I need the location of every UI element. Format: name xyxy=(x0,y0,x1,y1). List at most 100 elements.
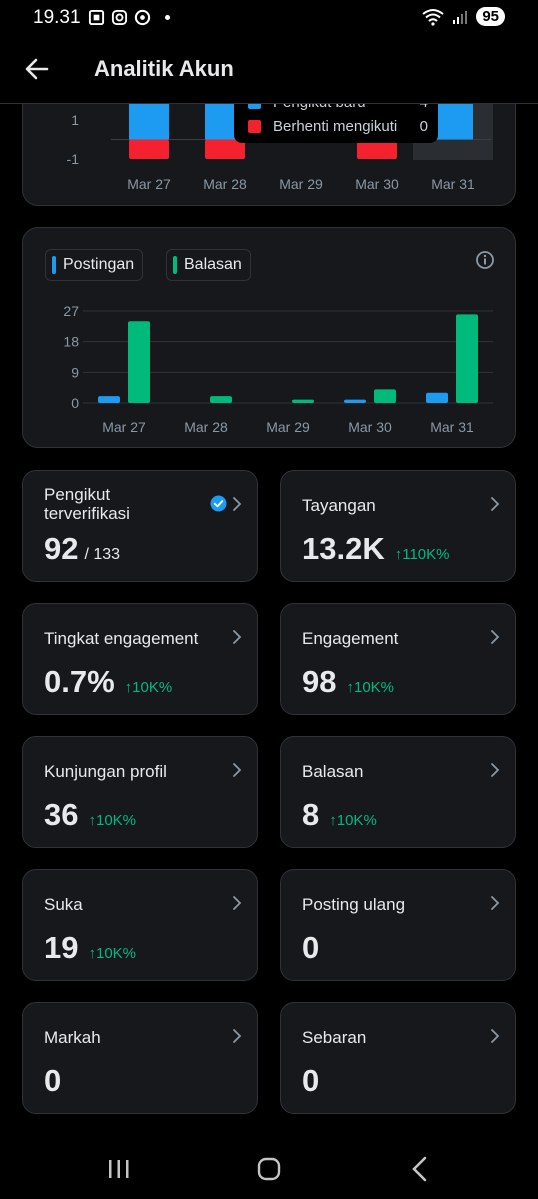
more-notifications-dot xyxy=(165,15,170,20)
tile-value: 13.2K xyxy=(302,531,385,566)
x-tick-label: Mar 29 xyxy=(279,176,323,192)
chevron-right-icon xyxy=(233,630,242,644)
bar-unfollows xyxy=(205,139,245,159)
y-tick-label: -1 xyxy=(67,151,80,167)
tile-value-row: 8 ↑10K% xyxy=(302,797,377,833)
status-right: 95 xyxy=(422,7,505,26)
chevron-right-icon xyxy=(491,497,500,511)
wifi-icon xyxy=(422,8,444,26)
y-tick-label: 27 xyxy=(63,303,79,319)
screenshot-icon xyxy=(88,9,105,26)
notification-icons xyxy=(88,9,170,26)
tile-change: ↑10K% xyxy=(346,679,395,696)
tile-change: ↑10K% xyxy=(88,812,137,829)
tile-value-row: 0.7% ↑10K% xyxy=(44,664,172,700)
tile-change: ↑10K% xyxy=(329,812,377,829)
legend-swatch-green xyxy=(173,256,177,274)
page-title: Analitik Akun xyxy=(94,56,234,81)
tooltip-value: 0 xyxy=(419,118,428,135)
legend-balasan[interactable]: Balasan xyxy=(166,249,251,281)
x-tick-label: Mar 27 xyxy=(102,419,146,435)
stat-tile[interactable]: Balasan 8 ↑10K% xyxy=(280,736,516,848)
bar-balasan xyxy=(374,389,396,403)
tile-value-row: 36 ↑10K% xyxy=(44,797,136,833)
stat-tile[interactable]: Suka 19 ↑10K% xyxy=(22,869,258,981)
tile-label: Balasan xyxy=(302,762,364,781)
posts-chart-card: Postingan Balasan 27 18 9 0 Mar 27 Mar 28 Mar … xyxy=(22,227,516,448)
tile-label: Tingkat engagement xyxy=(44,629,199,648)
tile-total: / 133 xyxy=(84,546,121,563)
stat-tile[interactable]: Sebaran 0 xyxy=(280,1002,516,1114)
chevron-right-icon xyxy=(491,630,500,644)
tile-value: 8 xyxy=(302,797,320,832)
x-tick-label: Mar 31 xyxy=(431,176,475,192)
tooltip-value: 4 xyxy=(419,97,428,111)
chevron-right-icon xyxy=(233,497,242,511)
verified-badge-icon xyxy=(210,495,227,512)
bar-balasan xyxy=(210,396,232,403)
status-time: 19.31 xyxy=(33,7,81,28)
chevron-right-icon xyxy=(233,1029,242,1043)
tile-value: 0 xyxy=(302,930,320,965)
bar-postingan xyxy=(98,396,120,403)
bar-unfollows xyxy=(357,139,397,159)
recent-apps-icon[interactable] xyxy=(102,1154,136,1184)
stat-tile[interactable]: Tingkat engagement 0.7% ↑10K% xyxy=(22,603,258,715)
legend-label: Postingan xyxy=(63,256,135,273)
chevron-right-icon xyxy=(491,763,500,777)
tile-value-row: 13.2K ↑110K% xyxy=(302,531,450,567)
x-tick-label: Mar 29 xyxy=(266,419,310,435)
battery-indicator: 95 xyxy=(476,7,505,26)
x-tick-label: Mar 30 xyxy=(348,419,392,435)
home-icon[interactable] xyxy=(252,1154,286,1184)
legend-label: Balasan xyxy=(184,256,242,273)
stat-tile[interactable]: Pengikut terverifikasi 92 / 133 xyxy=(22,470,258,582)
tile-label: Engagement xyxy=(302,629,399,648)
signal-icon xyxy=(453,10,468,24)
y-tick-label: 1 xyxy=(71,112,79,128)
y-tick-label: 9 xyxy=(71,364,79,380)
x-tick-label: Mar 28 xyxy=(203,176,247,192)
bar-balasan xyxy=(292,399,314,403)
chevron-right-icon xyxy=(491,896,500,910)
x-tick-label: Mar 30 xyxy=(355,176,399,192)
tile-change: ↑10K% xyxy=(88,945,137,962)
tile-value: 0 xyxy=(302,1063,320,1098)
tile-value-row: 19 ↑10K% xyxy=(44,930,136,966)
tile-value-row: 0 xyxy=(302,930,319,966)
system-nav-bar xyxy=(0,1140,538,1199)
status-bar: 19.31 95 xyxy=(0,0,538,36)
stat-tile[interactable]: Posting ulang 0 xyxy=(280,869,516,981)
y-tick-label: 18 xyxy=(63,334,79,350)
tile-label: Sebaran xyxy=(302,1028,367,1047)
tile-label: Tayangan xyxy=(302,496,376,515)
posts-chart: 27 18 9 0 Mar 27 Mar 28 Mar 29 Mar 30 Mar 31 xyxy=(63,303,493,435)
bar-balasan xyxy=(128,321,150,403)
tooltip-label: Berhenti mengikuti xyxy=(273,118,398,135)
bar-postingan xyxy=(426,392,448,403)
stat-tile[interactable]: Kunjungan profil 36 ↑10K% xyxy=(22,736,258,848)
tile-value: 0 xyxy=(44,1063,62,1098)
chevron-right-icon xyxy=(491,1029,500,1043)
stat-tile[interactable]: Tayangan 13.2K ↑110K% xyxy=(280,470,516,582)
stat-tile[interactable]: Engagement 98 ↑10K% xyxy=(280,603,516,715)
instagram-icon xyxy=(111,9,128,26)
tile-value-row: 0 xyxy=(44,1063,61,1099)
stat-tile[interactable]: Markah 0 xyxy=(22,1002,258,1114)
tooltip-row-unfollows: Berhenti mengikuti 0 xyxy=(248,118,428,135)
tile-label: Suka xyxy=(44,895,83,914)
tile-value-row: 98 ↑10K% xyxy=(302,664,394,700)
x-tick-label: Mar 31 xyxy=(430,419,474,435)
tile-value: 0.7% xyxy=(44,664,115,699)
legend-postingan[interactable]: Postingan xyxy=(45,249,144,281)
chevron-right-icon xyxy=(233,896,242,910)
arrow-left-icon[interactable] xyxy=(22,54,52,84)
tile-value: 92 xyxy=(44,531,79,566)
tile-change: ↑110K% xyxy=(394,546,450,563)
legend-swatch-blue xyxy=(52,256,56,274)
info-icon[interactable] xyxy=(475,250,495,270)
bar-unfollows xyxy=(129,139,169,159)
back-nav-icon[interactable] xyxy=(403,1154,437,1184)
bar-balasan xyxy=(456,314,478,403)
chevron-right-icon xyxy=(233,763,242,777)
